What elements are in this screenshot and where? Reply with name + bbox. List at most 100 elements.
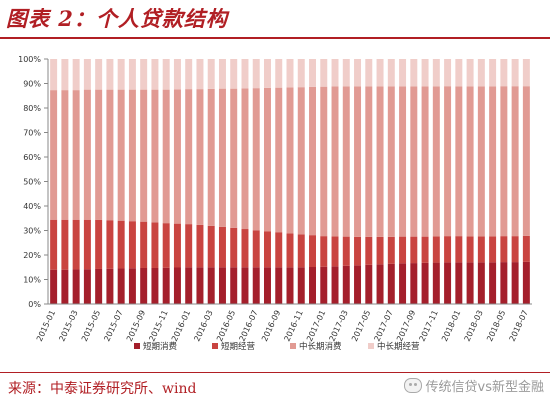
bar-segment — [196, 89, 204, 225]
bar-segment — [309, 59, 317, 87]
bar-segment — [522, 235, 530, 262]
bar-segment — [263, 59, 271, 88]
bar-segment — [185, 267, 193, 304]
bar-segment — [387, 263, 395, 304]
bar-segment — [252, 267, 260, 304]
x-tick-label: 2017-01 — [305, 309, 327, 343]
bar-segment — [500, 262, 508, 304]
bar-segment — [207, 267, 215, 304]
legend-swatch — [134, 343, 140, 349]
y-tick-label: 60% — [23, 153, 41, 162]
bar-segment — [151, 267, 159, 304]
legend-label: 中长期消费 — [299, 341, 342, 352]
x-tick-label: 2018-07 — [508, 309, 530, 343]
bar-segment — [354, 86, 362, 237]
bar-segment — [331, 266, 339, 304]
x-tick-label: 2018-05 — [485, 309, 507, 343]
title-divider — [0, 37, 550, 39]
bar-segment — [275, 59, 283, 88]
bar-segment — [354, 236, 362, 266]
bar-segment — [207, 88, 215, 226]
bar-segment — [230, 267, 238, 304]
bar-segment — [387, 236, 395, 264]
bar-segment — [387, 59, 395, 87]
bar-segment — [218, 59, 226, 89]
watermark: 传统信贷vs新型金融 — [403, 376, 544, 395]
bar-segment — [410, 86, 418, 237]
bar-segment — [196, 59, 204, 90]
bar-segment — [106, 89, 114, 221]
bar-segment — [511, 236, 519, 263]
bar-segment — [309, 267, 317, 304]
x-tick-label: 2015-09 — [125, 309, 147, 343]
bar-segment — [342, 86, 350, 237]
bar-segment — [173, 59, 181, 90]
x-tick-label: 2017-11 — [418, 309, 440, 343]
bar-segment — [455, 86, 463, 237]
bar-segment — [61, 219, 69, 270]
bar-segment — [309, 235, 317, 268]
bar-segment — [173, 267, 181, 304]
bar-segment — [95, 59, 103, 90]
bar-segment — [320, 236, 328, 267]
bar-segment — [173, 89, 181, 224]
bar-segment — [500, 59, 508, 87]
bar-segment — [477, 86, 485, 237]
x-tick-label: 2016-05 — [215, 309, 237, 343]
bar-segment — [128, 268, 136, 304]
y-tick-label: 0% — [28, 300, 41, 309]
bar-segment — [444, 86, 452, 237]
y-tick-label: 20% — [23, 251, 41, 260]
bar-segment — [275, 267, 283, 304]
source-note: 来源：中泰证券研究所、wind — [8, 381, 197, 397]
bar-segment — [50, 90, 58, 220]
bar-segment — [241, 59, 249, 89]
y-tick-label: 90% — [23, 80, 41, 89]
bar-segment — [72, 219, 80, 270]
bar-segment — [140, 267, 148, 304]
bar-segment — [117, 59, 125, 90]
bar-segment — [83, 219, 91, 270]
y-tick-label: 70% — [23, 129, 41, 138]
x-tick-label: 2015-03 — [57, 309, 79, 343]
y-tick-label: 30% — [23, 227, 41, 236]
bar-segment — [241, 229, 249, 268]
bar-segment — [466, 262, 474, 304]
bar-segment — [399, 263, 407, 304]
bar-segment — [140, 221, 148, 268]
x-tick-label: 2015-11 — [147, 309, 169, 343]
legend-label: 短期经营 — [221, 341, 255, 352]
bar-segment — [432, 262, 440, 304]
bar-segment — [455, 236, 463, 263]
bar-segment — [128, 89, 136, 222]
bar-segment — [207, 225, 215, 268]
bar-segment — [489, 59, 497, 87]
legend-swatch — [368, 343, 374, 349]
bar-segment — [230, 88, 238, 228]
x-tick-label: 2015-05 — [80, 309, 102, 343]
bar-segment — [117, 268, 125, 304]
bar-segment — [444, 236, 452, 263]
bar-segment — [500, 236, 508, 263]
bar-segment — [263, 267, 271, 304]
bar-segment — [263, 87, 271, 232]
bar-segment — [421, 59, 429, 87]
bar-segment — [162, 223, 170, 268]
legend-swatch — [212, 343, 218, 349]
bar-segment — [95, 219, 103, 269]
footer-divider — [0, 372, 550, 373]
bar-segment — [432, 59, 440, 87]
bar-segment — [342, 265, 350, 304]
x-tick-label: 2015-07 — [102, 309, 124, 343]
bar-segment — [61, 269, 69, 304]
bar-segment — [50, 59, 58, 91]
bar-segment — [500, 86, 508, 237]
y-tick-label: 10% — [23, 276, 41, 285]
bar-segment — [72, 269, 80, 304]
bar-segment — [61, 90, 69, 220]
bar-segment — [106, 268, 114, 304]
x-tick-label: 2018-01 — [440, 309, 462, 343]
bar-segment — [399, 86, 407, 237]
bar-segment — [489, 86, 497, 237]
bar-segment — [320, 86, 328, 237]
